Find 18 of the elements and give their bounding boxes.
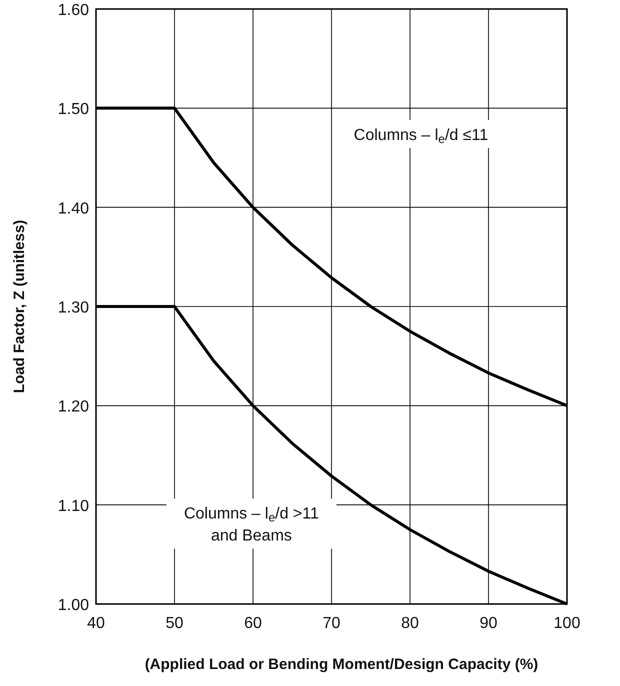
x-tick-label: 70 (322, 615, 340, 632)
y-tick-label: 1.40 (58, 200, 90, 218)
x-tick-label: 50 (166, 615, 184, 632)
y-axis-title: Load Factor, Z (unitless) (11, 220, 28, 394)
x-tick-label: 80 (401, 615, 419, 632)
y-tick-label: 1.60 (58, 2, 90, 19)
x-tick-label: 100 (554, 615, 580, 632)
x-tick-label: 60 (244, 615, 262, 632)
x-tick-label: 90 (480, 615, 498, 632)
annotation: Columns – l$_{e}$/d >11 and Beams (184, 506, 319, 545)
y-tick-label: 1.10 (58, 498, 90, 515)
x-axis-title: (Applied Load or Bending Moment/Design Capacity (%) (144, 656, 538, 673)
y-tick-label: 1.20 (58, 398, 90, 416)
y-tick-label: 1.30 (58, 300, 90, 316)
y-tick-label: 1.50 (58, 101, 90, 118)
y-tick-label: 1.00 (58, 597, 90, 614)
annotation: Columns – l$_{e}$/d ≤11 (354, 126, 488, 146)
x-tick-label: 40 (87, 615, 105, 632)
